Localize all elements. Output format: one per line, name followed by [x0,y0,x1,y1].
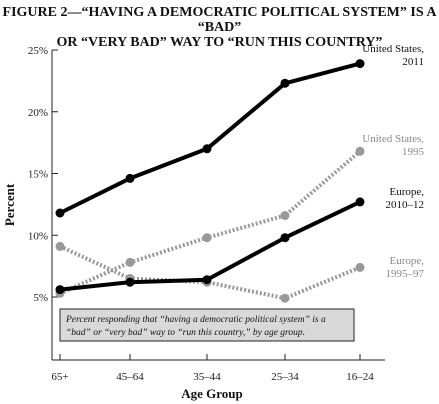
series-2-point-4 [355,197,365,207]
series-label-3-line-1: 1995–97 [386,268,425,280]
chart-title: FIGURE 2—“HAVING A DEMOCRATIC POLITICAL … [0,5,439,50]
series-label-2-line-0: Europe, [389,186,424,198]
y-tick-label-3: 20% [28,107,48,119]
chart-title-line-1: FIGURE 2—“HAVING A DEMOCRATIC POLITICAL … [2,5,437,35]
y-tick-label-0: 5% [33,292,48,304]
x-tick-label-2: 35–44 [193,371,221,383]
series-2-point-1 [125,277,135,287]
y-tick-label-4: 25% [28,45,48,57]
series-1-point-3 [280,211,290,220]
series-label-0-line-0: United States, [362,43,424,55]
series-2-point-3 [280,233,290,243]
x-axis-title: Age Group [181,386,243,401]
chart-title-line-2: OR “VERY BAD” WAY TO “RUN THIS COUNTRY” [56,35,383,50]
x-tick-label-1: 45–64 [116,371,144,383]
series-3-point-4 [355,262,365,272]
note-box: Percent responding that “having a democr… [59,308,355,342]
series-group [55,59,365,303]
series-label-1-line-0: United States, [362,133,424,145]
series-0-point-0 [55,208,65,218]
x-axis-ticks: 65+ 45–64 35–44 25–34 16–24 [51,354,374,383]
y-axis-ticks: 5% 10% 15% 20% 25% [28,45,58,304]
note-line-1: Percent responding that “having a democr… [65,315,326,325]
series-line-3 [59,244,361,301]
series-0-point-1 [125,173,135,183]
x-tick-label-0: 65+ [51,371,68,383]
series-3-point-3 [280,293,290,303]
y-tick-label-2: 15% [28,169,48,181]
series-label-3-line-0: Europe, [389,255,424,267]
series-label-1-line-1: 1995 [402,146,425,158]
note-line-2: “bad” or “very bad” way to “run this cou… [66,328,305,338]
x-tick-label-4: 16–24 [346,371,374,383]
series-2-point-2 [202,275,212,285]
series-0-point-3 [280,78,290,88]
series-label-2-line-1: 2010–12 [386,199,425,211]
x-tick-label-3: 25–34 [271,371,299,383]
series-label-0-line-1: 2011 [402,56,424,68]
series-1-point-1 [125,257,135,267]
series-2-point-0 [55,285,65,295]
series-3-point-0 [55,241,65,251]
series-1-point-4 [355,146,365,156]
note-box-background [59,308,355,342]
y-axis-title: Percent [2,183,17,226]
y-tick-label-1: 10% [28,230,48,242]
series-1-point-2 [202,233,212,243]
series-0-point-4 [355,59,365,69]
series-0-point-2 [202,144,212,154]
